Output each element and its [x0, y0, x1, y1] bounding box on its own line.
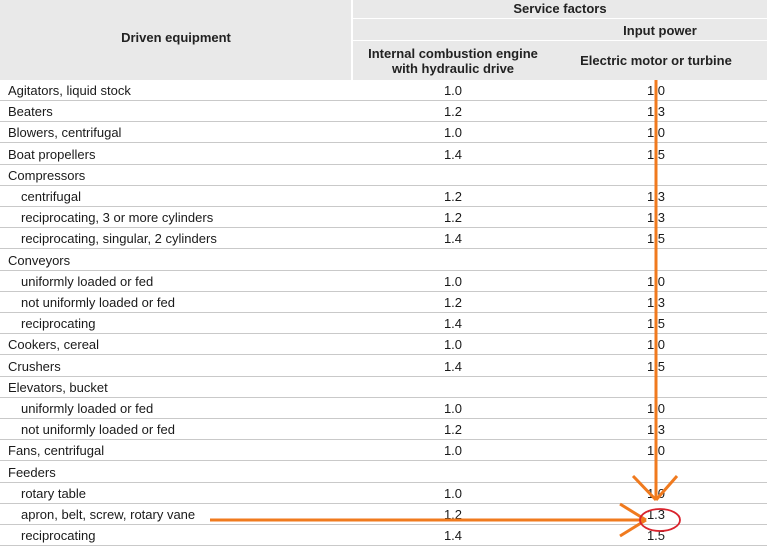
- ice-factor: 1.0: [443, 125, 463, 141]
- table-row: not uniformly loaded or fed 1.2 1.3: [0, 292, 767, 313]
- equipment-label: Fans, centrifugal: [8, 443, 105, 459]
- equipment-label: reciprocating, singular, 2 cylinders: [21, 231, 217, 247]
- table-row: apron, belt, screw, rotary vane 1.2 1.3: [0, 504, 767, 525]
- table-row: not uniformly loaded or fed 1.2 1.3: [0, 419, 767, 441]
- electric-factor: 1.3: [646, 422, 666, 438]
- table-row: reciprocating 1.4 1.5: [0, 525, 767, 546]
- table-row: Boat propellers 1.4 1.5: [0, 144, 767, 165]
- col-electric-header: Electric motor or turbine: [580, 53, 732, 68]
- table-row: centrifugal 1.2 1.3: [0, 186, 767, 207]
- equipment-label: Feeders: [8, 464, 56, 480]
- table-row: Cookers, cereal 1.0 1.0: [0, 334, 767, 356]
- table-row: uniformly loaded or fed 1.0 1.0: [0, 271, 767, 292]
- equipment-label: Conveyors: [8, 252, 71, 268]
- equipment-label: not uniformly loaded or fed: [21, 422, 175, 438]
- ice-factor: 1.0: [443, 83, 463, 98]
- ice-factor: 1.2: [443, 422, 463, 438]
- service-factors-header: Service factors: [513, 1, 607, 16]
- ice-factor: 1.4: [443, 358, 463, 374]
- equipment-label: Agitators, liquid stock: [8, 83, 131, 98]
- ice-factor: 1.4: [443, 231, 463, 247]
- col-ice-header-line1: Internal combustion engine: [368, 46, 538, 61]
- electric-factor: 1.5: [646, 146, 666, 162]
- electric-factor: 1.0: [646, 401, 666, 416]
- equipment-label: centrifugal: [21, 189, 81, 204]
- input-power-header: Input power: [623, 23, 697, 38]
- electric-factor: 1.5: [646, 528, 666, 544]
- ice-factor: 1.2: [443, 210, 463, 226]
- equipment-label: Beaters: [8, 104, 53, 120]
- electric-factor: 1.5: [646, 231, 666, 247]
- equipment-label: reciprocating: [21, 316, 96, 332]
- header-rule-2: [353, 40, 767, 41]
- table-row: reciprocating, 3 or more cylinders 1.2 1.3: [0, 207, 767, 229]
- electric-factor: 1.0: [646, 273, 666, 289]
- table-row: uniformly loaded or fed 1.0 1.0: [0, 398, 767, 419]
- table-row: reciprocating 1.4 1.5: [0, 313, 767, 335]
- electric-factor: 1.3: [646, 104, 666, 120]
- equipment-label: Compressors: [8, 167, 86, 183]
- col-ice-header-line2: with hydraulic drive: [391, 61, 515, 76]
- table-row: Conveyors: [0, 250, 767, 271]
- table-row: Agitators, liquid stock 1.0 1.0: [0, 80, 767, 101]
- header-divider: [351, 0, 353, 80]
- table-row: Blowers, centrifugal 1.0 1.0: [0, 122, 767, 144]
- table-row: Fans, centrifugal 1.0 1.0: [0, 440, 767, 462]
- col-driven-equipment-header: Driven equipment: [121, 30, 231, 45]
- electric-factor: 1.5: [646, 316, 666, 332]
- electric-factor: 1.5: [646, 358, 666, 374]
- equipment-label: rotary table: [21, 485, 87, 501]
- ice-factor: 1.0: [443, 401, 463, 416]
- table-row: Feeders: [0, 462, 767, 483]
- ice-factor: 1.2: [443, 189, 463, 204]
- equipment-label: uniformly loaded or fed: [21, 401, 154, 416]
- electric-factor: 1.3: [646, 295, 666, 310]
- ice-factor: 1.0: [443, 485, 463, 501]
- table-row: reciprocating, singular, 2 cylinders 1.4 1…: [0, 228, 767, 250]
- ice-factor: 1.0: [443, 337, 463, 353]
- table-row: Beaters 1.2 1.3: [0, 101, 767, 123]
- equipment-label: reciprocating, 3 or more cylinders: [21, 210, 214, 226]
- equipment-label: not uniformly loaded or fed: [21, 295, 175, 310]
- ice-factor: 1.4: [443, 528, 463, 544]
- ice-factor: 1.2: [443, 507, 463, 522]
- electric-factor: 1.3: [646, 210, 666, 226]
- ice-factor: 1.0: [443, 273, 463, 289]
- equipment-label: Boat propellers: [8, 146, 96, 162]
- electric-factor: 1.0: [646, 443, 666, 459]
- table-row: rotary table 1.0 1.0: [0, 483, 767, 504]
- equipment-label: reciprocating: [21, 528, 96, 544]
- equipment-label: Blowers, centrifugal: [8, 125, 122, 141]
- electric-factor: 1.3: [646, 189, 666, 204]
- ice-factor: 1.4: [443, 146, 463, 162]
- electric-factor: 1.0: [646, 125, 666, 141]
- equipment-label: Crushers: [8, 358, 61, 374]
- equipment-label: uniformly loaded or fed: [21, 273, 154, 289]
- table-row: Elevators, bucket: [0, 377, 767, 398]
- table-row: Crushers 1.4 1.5: [0, 356, 767, 377]
- electric-factor: 1.0: [646, 83, 666, 98]
- electric-factor: 1.0: [646, 337, 666, 353]
- equipment-label: Elevators, bucket: [8, 379, 108, 395]
- ice-factor: 1.2: [443, 295, 463, 310]
- header-rule-1: [353, 18, 767, 19]
- electric-factor: 1.0: [646, 485, 666, 501]
- ice-factor: 1.4: [443, 316, 463, 332]
- ice-factor: 1.0: [443, 443, 463, 459]
- equipment-label: apron, belt, screw, rotary vane: [21, 507, 196, 522]
- table-row: Compressors: [0, 165, 767, 186]
- electric-factor: 1.3: [646, 507, 666, 522]
- ice-factor: 1.2: [443, 104, 463, 120]
- equipment-label: Cookers, cereal: [8, 337, 100, 353]
- table-header: Driven equipment Service factors Input p…: [0, 0, 767, 80]
